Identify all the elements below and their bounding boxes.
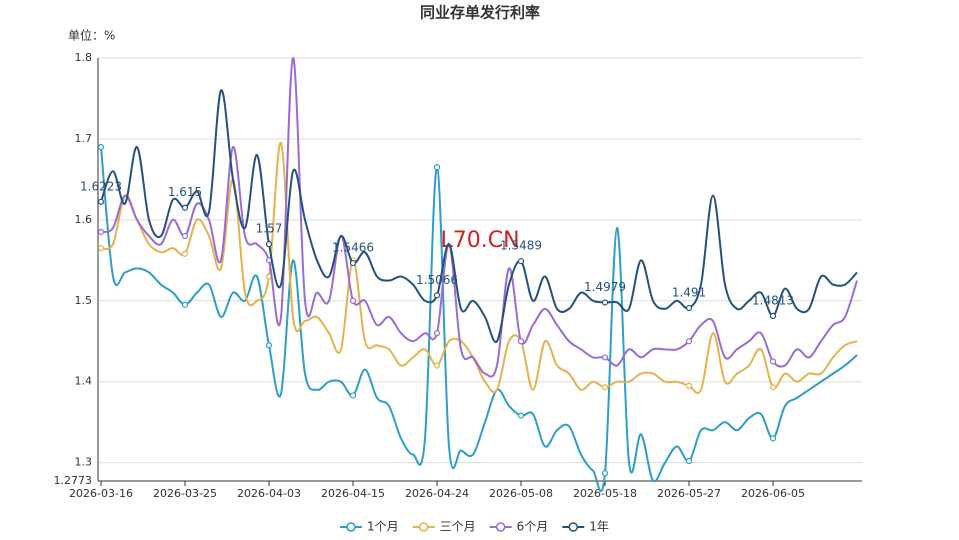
data-label: 1.6223 — [80, 179, 122, 193]
data-label: 1.4813 — [752, 293, 794, 307]
point — [349, 297, 357, 304]
point — [181, 301, 189, 308]
y-tick-label: 1.5 — [75, 294, 93, 307]
point — [685, 304, 693, 312]
data-label: 1.491 — [672, 286, 706, 300]
data-label: 1.615 — [168, 185, 202, 199]
x-tick-label: 2026-04-24 — [405, 487, 469, 500]
point — [433, 164, 441, 171]
point — [769, 435, 777, 442]
x-tick-label: 2026-05-08 — [489, 487, 553, 500]
point — [97, 143, 105, 151]
point — [601, 470, 609, 477]
data-label: 1.4979 — [584, 280, 626, 294]
point — [769, 358, 777, 365]
point — [685, 338, 693, 345]
y-tick-label: 1.8 — [75, 51, 93, 64]
data-label: 1.5489 — [500, 239, 542, 253]
legend-label: 三个月 — [440, 520, 476, 534]
point — [685, 382, 693, 389]
x-tick-label: 2026-04-03 — [237, 487, 301, 500]
y-tick-label: 1.2773 — [54, 474, 93, 487]
legend-item: 三个月 — [412, 520, 476, 534]
legend-marker — [568, 522, 579, 532]
legend-item: 6个月 — [489, 520, 549, 534]
y-tick-label: 1.6 — [75, 213, 93, 226]
legend-label: 1个月 — [367, 520, 399, 534]
series-line — [100, 56, 858, 378]
x-tick-label: 2026-05-27 — [657, 487, 721, 500]
series-line — [100, 89, 858, 344]
point — [517, 258, 525, 265]
legend-item: 1年 — [562, 520, 609, 534]
data-label: 1.57 — [256, 222, 283, 236]
point — [97, 245, 105, 252]
watermark: L70.CN — [440, 228, 519, 253]
legend-item: 1个月 — [340, 520, 399, 534]
data-label: 1.5066 — [416, 273, 458, 287]
point — [769, 312, 777, 320]
series-line — [100, 146, 858, 493]
point — [181, 204, 189, 211]
legend-marker — [495, 522, 506, 532]
point — [181, 232, 189, 240]
legend-label: 1年 — [589, 520, 609, 534]
x-tick-label: 2026-04-15 — [321, 487, 385, 500]
point — [97, 198, 105, 205]
point — [601, 354, 609, 361]
point — [769, 384, 777, 391]
point — [517, 412, 525, 419]
legend-marker — [418, 522, 429, 532]
point — [517, 338, 525, 345]
x-tick-label: 2026-06-05 — [741, 487, 805, 500]
chart-title: 同业存单发行利率 — [420, 4, 540, 22]
x-tick-label: 2026-03-16 — [69, 487, 133, 500]
point — [601, 299, 609, 306]
legend-marker — [346, 522, 356, 532]
point — [181, 250, 189, 257]
point — [265, 342, 273, 349]
point — [265, 241, 273, 248]
point — [433, 362, 441, 369]
series-line — [100, 141, 858, 395]
point — [685, 457, 693, 465]
point — [97, 228, 105, 236]
data-label: 1.5466 — [332, 241, 374, 255]
point — [433, 330, 441, 337]
point — [349, 259, 357, 267]
legend-label: 6个月 — [517, 520, 549, 534]
point — [349, 392, 357, 399]
y-tick-label: 1.3 — [75, 456, 93, 469]
y-tick-label: 1.4 — [75, 375, 93, 388]
y-axis-label: 单位：% — [68, 28, 115, 43]
x-tick-label: 2026-05-18 — [573, 487, 637, 500]
x-tick-label: 2026-03-25 — [153, 487, 217, 500]
point — [433, 292, 441, 299]
y-tick-label: 1.7 — [75, 132, 93, 145]
point — [601, 384, 609, 391]
